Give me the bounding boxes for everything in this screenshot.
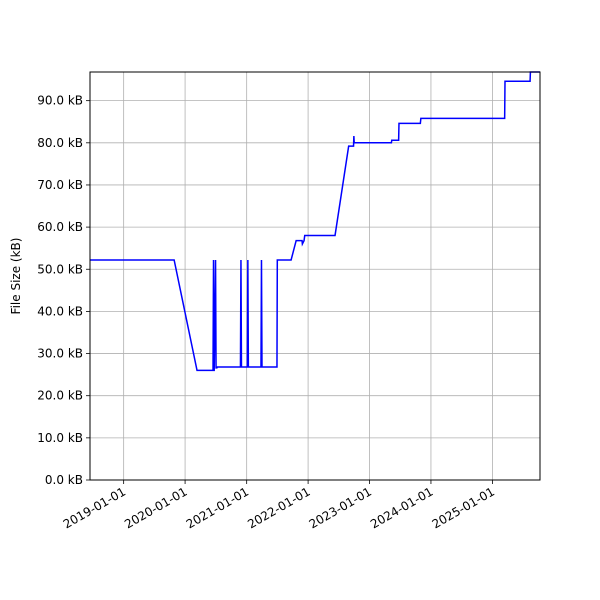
x-tick-label: 2025-01-01: [430, 484, 497, 531]
y-axis-label: File Size (kB): [9, 238, 23, 315]
plot-frame: [89, 71, 541, 481]
y-tick-label: 10.0 kB: [37, 431, 83, 445]
y-tick-label: 0.0 kB: [45, 473, 83, 487]
grid: [90, 72, 540, 481]
y-tick-label: 40.0 kB: [37, 304, 83, 318]
x-tick-label: 2023-01-01: [307, 484, 374, 531]
series-layer: [90, 71, 540, 372]
x-tick-label: 2019-01-01: [61, 484, 128, 531]
y-tick-label: 20.0 kB: [37, 389, 83, 403]
y-tick-label: 90.0 kB: [37, 94, 83, 108]
x-tick-label: 2024-01-01: [368, 484, 435, 531]
y-tick-label: 80.0 kB: [37, 136, 83, 150]
ticks: 2019-01-012020-01-012021-01-012022-01-01…: [37, 94, 497, 532]
y-tick-label: 70.0 kB: [37, 178, 83, 192]
x-tick-label: 2021-01-01: [184, 484, 251, 531]
x-tick-label: 2022-01-01: [245, 484, 312, 531]
axes: [89, 71, 541, 481]
series-line: [90, 71, 540, 372]
y-tick-label: 60.0 kB: [37, 220, 83, 234]
x-tick-label: 2020-01-01: [122, 484, 189, 531]
y-tick-label: 50.0 kB: [37, 262, 83, 276]
y-tick-label: 30.0 kB: [37, 347, 83, 361]
